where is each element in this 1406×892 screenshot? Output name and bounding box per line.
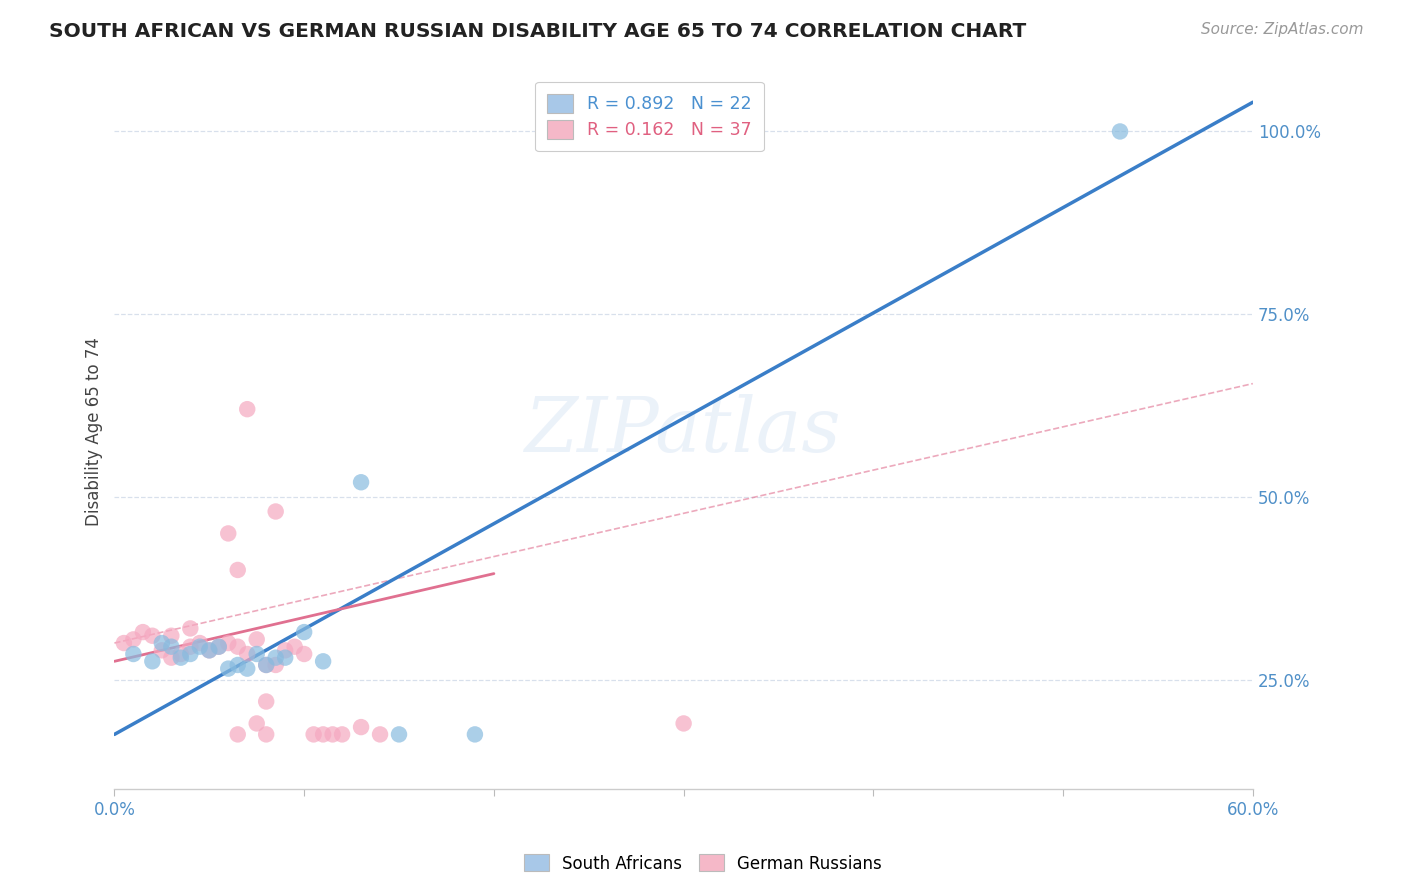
Point xyxy=(217,526,239,541)
Point xyxy=(122,632,145,647)
Point xyxy=(198,643,221,657)
Point xyxy=(302,727,325,741)
Point xyxy=(179,640,201,654)
Point xyxy=(217,662,239,676)
Point xyxy=(254,694,277,708)
Point xyxy=(217,636,239,650)
Point xyxy=(226,640,249,654)
Point xyxy=(170,650,193,665)
Point xyxy=(179,647,201,661)
Point xyxy=(208,640,231,654)
Point xyxy=(246,647,269,661)
Point xyxy=(274,650,297,665)
Point xyxy=(292,625,315,640)
Point xyxy=(112,636,135,650)
Point xyxy=(264,650,287,665)
Point xyxy=(368,727,391,741)
Y-axis label: Disability Age 65 to 74: Disability Age 65 to 74 xyxy=(86,336,103,525)
Point xyxy=(236,647,259,661)
Point xyxy=(170,647,193,661)
Point xyxy=(208,640,231,654)
Point xyxy=(236,402,259,417)
Text: Source: ZipAtlas.com: Source: ZipAtlas.com xyxy=(1201,22,1364,37)
Point xyxy=(350,720,373,734)
Point xyxy=(254,657,277,672)
Point xyxy=(198,643,221,657)
Point xyxy=(322,727,344,741)
Point xyxy=(254,727,277,741)
Point xyxy=(226,727,249,741)
Point xyxy=(188,636,211,650)
Point xyxy=(160,650,183,665)
Point xyxy=(246,632,269,647)
Point xyxy=(292,647,315,661)
Point xyxy=(284,640,307,654)
Point xyxy=(388,727,411,741)
Text: ZIPatlas: ZIPatlas xyxy=(526,394,842,468)
Point xyxy=(264,504,287,518)
Point xyxy=(141,629,163,643)
Point xyxy=(236,662,259,676)
Text: SOUTH AFRICAN VS GERMAN RUSSIAN DISABILITY AGE 65 TO 74 CORRELATION CHART: SOUTH AFRICAN VS GERMAN RUSSIAN DISABILI… xyxy=(49,22,1026,41)
Point xyxy=(274,643,297,657)
Point xyxy=(160,640,183,654)
Legend: South Africans, German Russians: South Africans, German Russians xyxy=(517,847,889,880)
Point xyxy=(264,657,287,672)
Point xyxy=(188,640,211,654)
Point xyxy=(150,636,173,650)
Point xyxy=(141,654,163,668)
Point xyxy=(330,727,353,741)
Point xyxy=(1109,124,1132,138)
Point xyxy=(312,727,335,741)
Point xyxy=(122,647,145,661)
Point xyxy=(132,625,155,640)
Point xyxy=(254,657,277,672)
Legend: R = 0.892   N = 22, R = 0.162   N = 37: R = 0.892 N = 22, R = 0.162 N = 37 xyxy=(536,82,763,152)
Point xyxy=(179,622,201,636)
Point xyxy=(160,629,183,643)
Point xyxy=(226,563,249,577)
Point xyxy=(312,654,335,668)
Point xyxy=(464,727,486,741)
Point xyxy=(150,643,173,657)
Point xyxy=(350,475,373,490)
Point xyxy=(672,716,695,731)
Point xyxy=(226,657,249,672)
Point xyxy=(246,716,269,731)
